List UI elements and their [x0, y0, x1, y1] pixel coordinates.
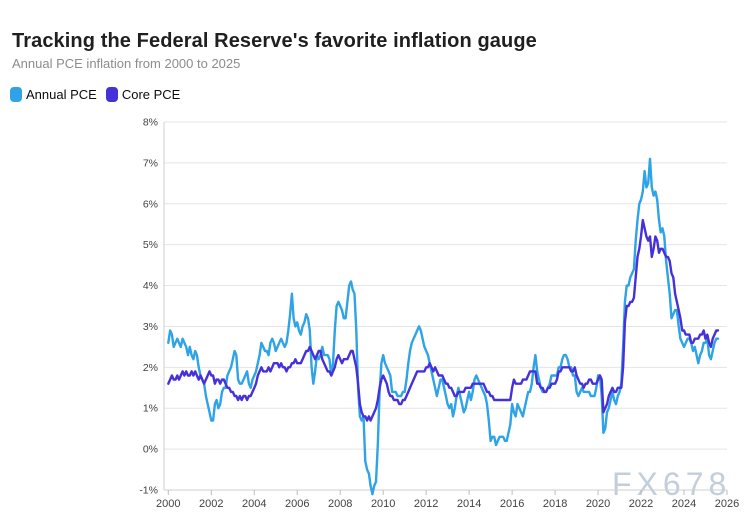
legend-item-core-pce: Core PCE	[105, 87, 181, 102]
x-tick-label: 2020	[586, 498, 610, 510]
x-tick-label: 2006	[285, 498, 309, 510]
y-tick-label: 1%	[143, 403, 158, 415]
y-tick-label: 2%	[143, 362, 158, 374]
x-tick-label: 2026	[715, 498, 739, 510]
y-tick-label: 8%	[143, 117, 158, 129]
x-tick-label: 2018	[543, 498, 567, 510]
core-pce-line	[167, 218, 720, 422]
x-tick-label: 2002	[199, 498, 223, 510]
y-tick-label: 5%	[143, 239, 158, 251]
x-tick-label: 2000	[156, 498, 180, 510]
x-tick-label: 2012	[414, 498, 438, 510]
chart-subtitle: Annual PCE inflation from 2000 to 2025	[12, 56, 241, 71]
page-title: Tracking the Federal Reserve's favorite …	[12, 30, 537, 52]
annual-pce-legend-label: Annual PCE	[26, 87, 97, 102]
y-tick-label: 3%	[143, 321, 158, 333]
annual-pce-swatch-icon	[10, 87, 22, 102]
y-tick-label: 4%	[143, 280, 158, 292]
annual-pce-line	[167, 157, 720, 496]
x-tick-label: 2004	[242, 498, 266, 510]
core-pce-swatch-icon	[105, 87, 118, 102]
y-tick-label: 0%	[143, 444, 158, 456]
x-tick-label: 2024	[672, 498, 696, 510]
y-tick-label: -1%	[139, 485, 158, 497]
legend: Annual PCE Core PCE	[10, 87, 180, 102]
x-tick-label: 2016	[500, 498, 524, 510]
x-tick-label: 2010	[371, 498, 395, 510]
x-tick-label: 2008	[328, 498, 352, 510]
y-tick-label: 6%	[143, 198, 158, 210]
x-tick-label: 2014	[457, 498, 481, 510]
x-tick-label: 2022	[629, 498, 653, 510]
y-tick-label: 7%	[143, 157, 158, 169]
core-pce-legend-label: Core PCE	[121, 87, 181, 102]
legend-item-annual-pce: Annual PCE	[10, 87, 97, 102]
